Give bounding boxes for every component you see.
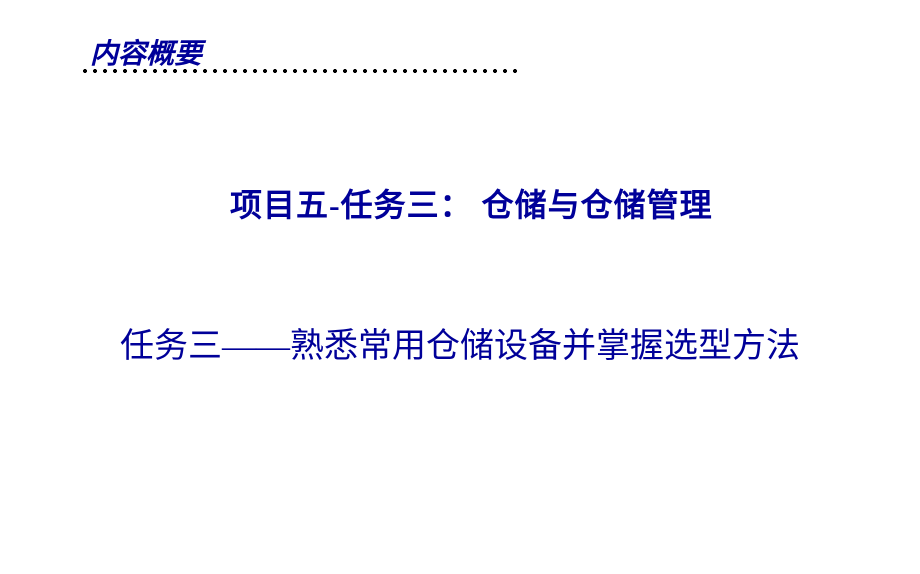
task-description: 任务三——熟悉常用仓储设备并掌握选型方法 bbox=[110, 320, 810, 374]
section-header: 内容概要 bbox=[90, 32, 202, 72]
divider-dotted bbox=[80, 68, 520, 74]
project-title: 项目五-任务三： 仓储与仓储管理 bbox=[230, 180, 713, 226]
